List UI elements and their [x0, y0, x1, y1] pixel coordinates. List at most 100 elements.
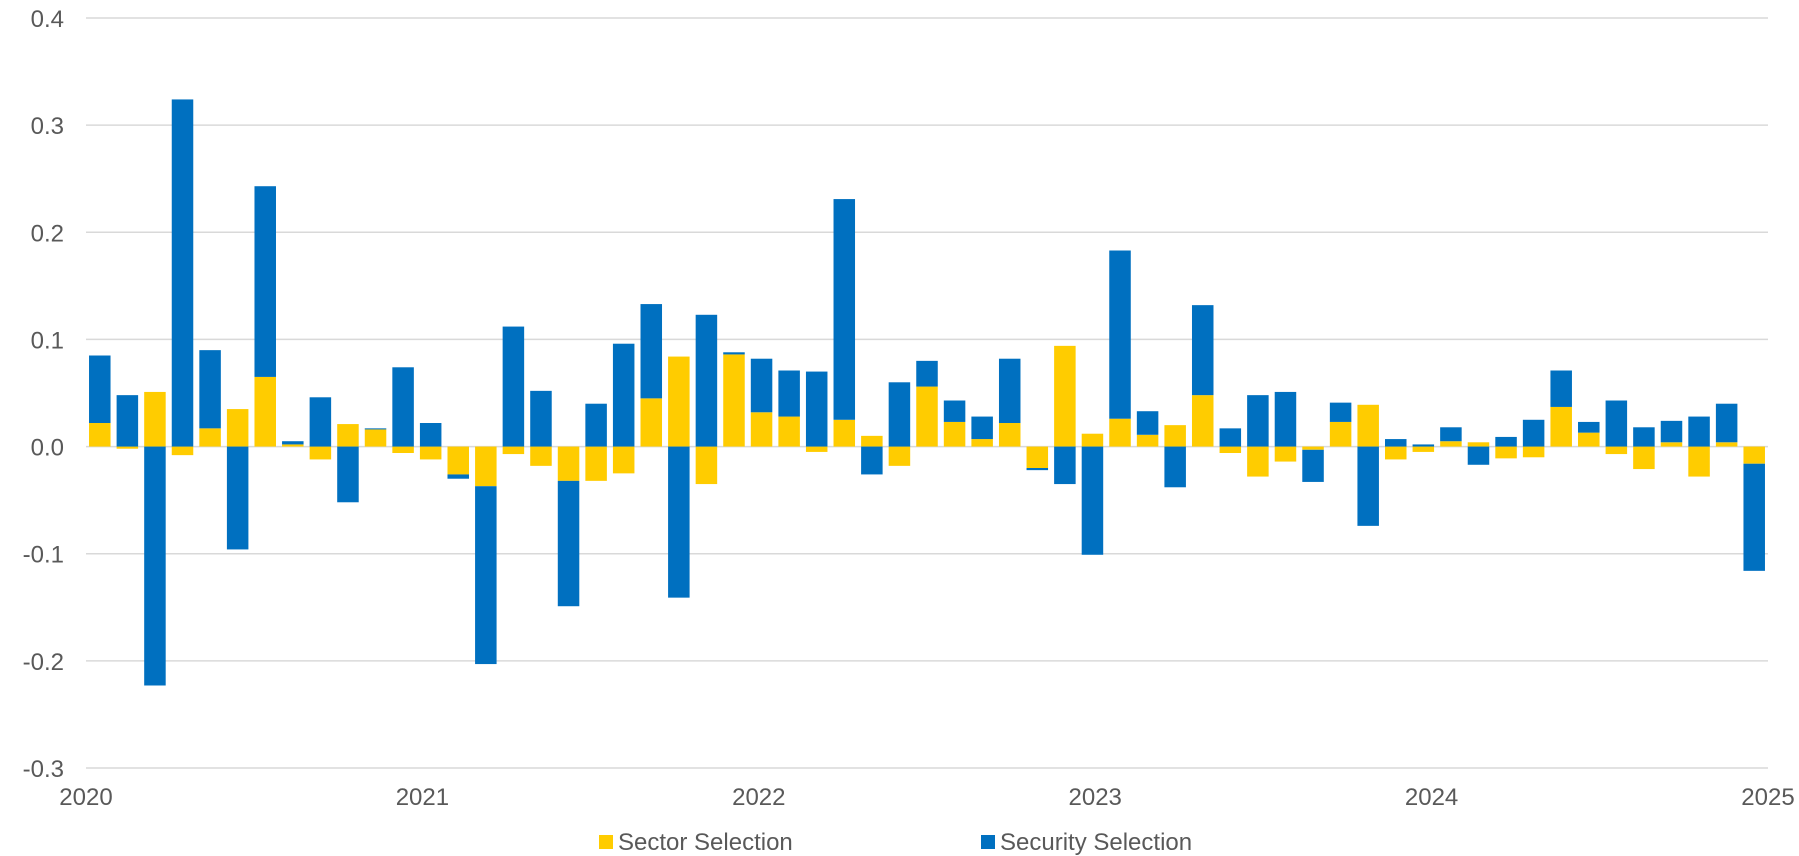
bar-sector-selection	[1136, 434, 1159, 447]
bar-sector-selection	[1715, 442, 1738, 447]
bar-sector-selection	[1385, 446, 1407, 460]
bar-security-selection	[1633, 427, 1655, 447]
bar-sector-selection	[1660, 442, 1683, 447]
bar-sector-selection	[1467, 442, 1490, 447]
bar-sector-selection	[750, 412, 773, 447]
bar-sector-selection	[1302, 446, 1324, 450]
bar-sector-selection	[833, 419, 856, 447]
bar-sector-selection	[612, 446, 635, 474]
bar-sector-selection	[971, 439, 993, 447]
bar-sector-selection	[282, 444, 304, 447]
legend-swatch-security-selection	[981, 835, 995, 849]
bar-security-selection	[640, 304, 663, 399]
bar-sector-selection	[116, 446, 139, 449]
bar-security-selection	[475, 486, 497, 665]
x-axis-tick-labels: 2020 2021 2022 2023 2024 2025	[59, 784, 1794, 811]
bar-security-selection	[1495, 436, 1517, 447]
bar-sector-selection	[557, 446, 580, 481]
bar-security-selection	[1081, 446, 1104, 555]
bar-security-selection	[1605, 400, 1628, 447]
bar-sector-selection	[668, 356, 690, 447]
bar-sector-selection	[309, 446, 332, 460]
bar-security-selection	[1522, 419, 1545, 447]
bar-sector-selection	[1109, 418, 1131, 447]
bar-security-selection	[557, 480, 580, 607]
bar-sector-selection	[805, 446, 828, 452]
bar-sector-selection	[392, 446, 414, 453]
bar-security-selection	[116, 395, 139, 447]
bar-security-selection	[1136, 411, 1159, 435]
bar-sector-selection	[226, 409, 249, 447]
bar-security-selection	[1026, 468, 1049, 471]
x-tick-label: 2024	[1405, 784, 1458, 811]
bar-security-selection	[668, 446, 690, 598]
bar-sector-selection	[1412, 446, 1435, 452]
bar-security-selection	[750, 358, 773, 413]
bar-security-selection	[1357, 446, 1379, 526]
bar-security-selection	[392, 367, 414, 447]
legend: Sector Selection Security Selection	[599, 829, 1192, 856]
bar-security-selection	[282, 441, 304, 445]
bar-sector-selection	[475, 446, 497, 487]
x-tick-label: 2023	[1069, 784, 1122, 811]
bar-security-selection	[1743, 463, 1765, 571]
gridlines	[86, 17, 1768, 769]
bar-security-selection	[1385, 439, 1407, 447]
bar-sector-selection	[1026, 446, 1049, 468]
bar-sector-selection	[1081, 433, 1104, 447]
bar-sector-selection	[1329, 421, 1352, 447]
y-tick-label: 0.0	[31, 435, 64, 462]
bar-security-selection	[1109, 250, 1131, 419]
y-tick-label: 0.2	[31, 220, 64, 247]
bar-sector-selection	[502, 446, 525, 455]
bar-security-selection	[199, 350, 221, 429]
bar-security-selection	[89, 355, 111, 423]
bar-security-selection	[171, 99, 194, 447]
x-tick-label: 2020	[59, 784, 112, 811]
bar-sector-selection	[530, 446, 552, 466]
bar-sector-selection	[1495, 446, 1517, 459]
bar-security-selection	[337, 446, 359, 503]
y-tick-label: 0.4	[31, 6, 64, 33]
bar-sector-selection	[916, 386, 938, 447]
bar-sector-selection	[1054, 345, 1076, 447]
bar-sector-selection	[447, 446, 469, 475]
bar-sector-selection	[1357, 404, 1379, 447]
bar-sector-selection	[364, 429, 387, 447]
bar-sector-selection	[89, 423, 111, 447]
bar-sector-selection	[778, 416, 800, 447]
bar-security-selection	[419, 423, 442, 447]
y-tick-label: 0.1	[31, 327, 64, 354]
bar-sector-selection	[144, 391, 166, 447]
bar-security-selection	[254, 186, 276, 377]
bar-sector-selection	[1219, 446, 1242, 453]
bar-security-selection	[971, 416, 993, 440]
bar-security-selection	[1219, 428, 1242, 447]
bar-security-selection	[1054, 446, 1076, 485]
bar-sector-selection	[1688, 446, 1710, 477]
bar-security-selection	[530, 390, 552, 447]
bar-security-selection	[723, 352, 745, 355]
bar-security-selection	[1412, 444, 1435, 447]
x-tick-label: 2021	[396, 784, 449, 811]
bar-sector-selection	[1522, 446, 1545, 458]
x-tick-label: 2022	[732, 784, 785, 811]
bar-security-selection	[1467, 446, 1490, 465]
bar-security-selection	[833, 199, 856, 420]
bar-security-selection	[309, 397, 332, 447]
bar-sector-selection	[1578, 432, 1600, 447]
bar-security-selection	[1660, 420, 1683, 443]
bar-sector-selection	[1191, 395, 1214, 447]
bar-security-selection	[226, 446, 249, 550]
bar-sector-selection	[419, 446, 442, 460]
bar-sector-selection	[998, 423, 1021, 447]
y-axis-tick-labels: 0.4 0.3 0.2 0.1 0.0 -0.1 -0.2 -0.3	[23, 6, 64, 783]
bar-security-selection	[1191, 305, 1214, 396]
bar-sector-selection	[640, 398, 663, 447]
bar-sector-selection	[337, 424, 359, 447]
bar-security-selection	[364, 428, 387, 430]
bar-sector-selection	[888, 446, 911, 466]
bar-sector-selection	[1550, 406, 1572, 447]
bar-security-selection	[1688, 416, 1710, 447]
